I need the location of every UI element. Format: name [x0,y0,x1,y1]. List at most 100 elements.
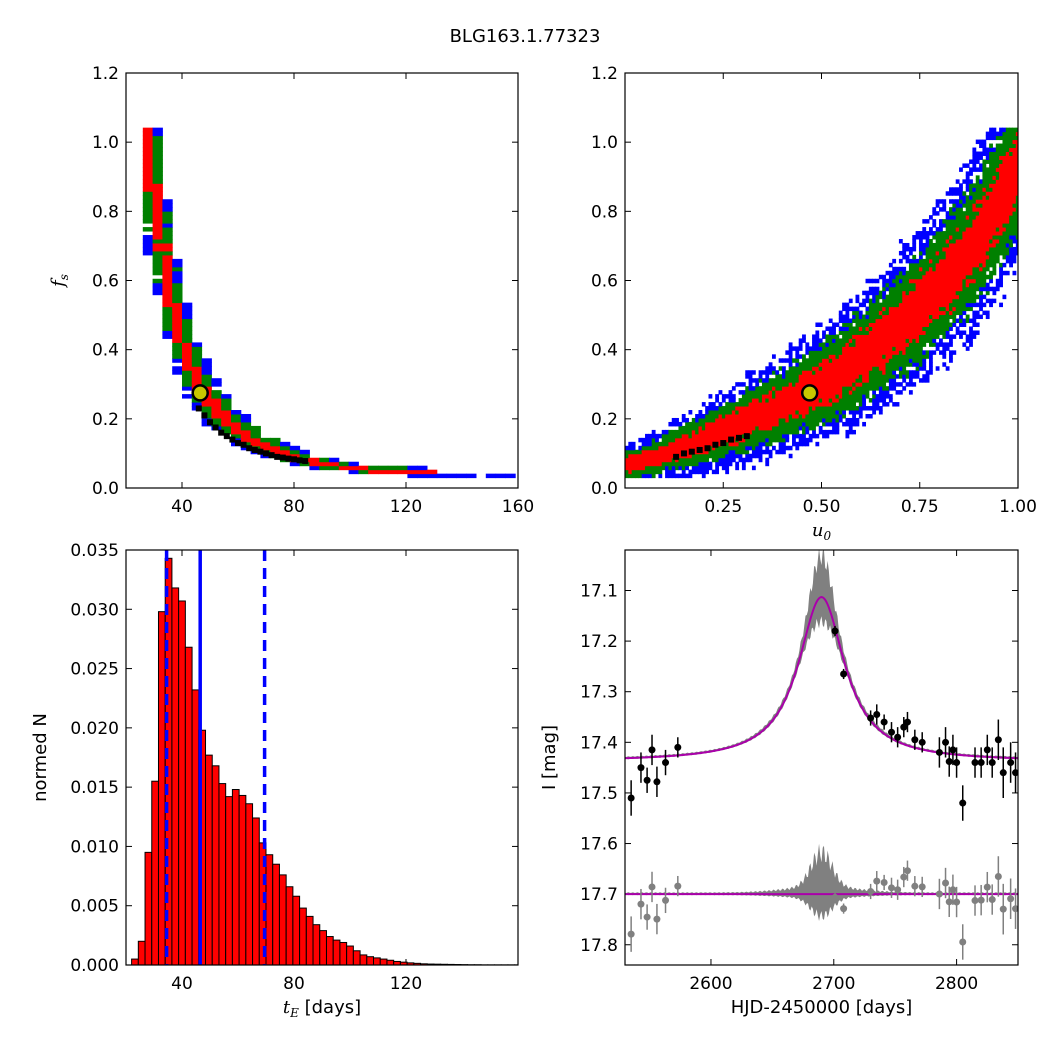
density-cell [835,334,839,338]
density-cell [866,414,870,418]
density-cell [902,303,906,307]
density-cell [906,299,910,303]
density-cell [832,354,836,358]
density-cell [912,311,916,315]
density-cell [765,378,769,382]
density-cell [902,243,906,247]
density-cell [729,398,733,402]
density-cell [892,370,896,374]
density-cell [638,458,642,462]
density-cell [1002,231,1006,235]
density-cell [805,346,809,350]
density-cell [658,454,662,458]
density-cell [665,446,669,450]
density-cell [869,307,873,311]
density-cell [1012,128,1016,132]
density-cell [812,362,816,366]
density-cell [946,247,950,251]
density-cell [929,243,933,247]
density-cell [775,390,779,394]
density-cell [456,474,466,478]
density-cell [876,382,880,386]
svg-text:HJD-2450000 [days]: HJD-2450000 [days] [731,997,913,1018]
density-cell [942,255,946,259]
density-cell [845,430,849,434]
residual-point [637,901,644,908]
data-point [653,778,660,785]
density-cell [739,382,743,386]
density-cell [892,267,896,271]
density-cell [692,422,696,426]
y-axis-label: fs [48,274,71,289]
density-cell [972,148,976,152]
density-cell [986,187,990,191]
density-cell [972,255,976,259]
y-tick-label: 1.0 [591,133,618,153]
density-cell [852,382,856,386]
residual-point [662,897,669,904]
density-cell [688,474,692,478]
density-cell [952,251,956,255]
density-cell [812,334,816,338]
density-cell [949,243,953,247]
density-cell [143,132,153,136]
density-cell [799,422,803,426]
density-cell [739,406,743,410]
density-cell [785,434,789,438]
density-cell [825,414,829,418]
density-cell [949,231,953,235]
density-cell [962,307,966,311]
density-cell [839,382,843,386]
density-cell [872,374,876,378]
density-cell [182,370,192,374]
density-cell [1002,128,1006,132]
density-cell [989,136,993,140]
density-cell [855,346,859,350]
density-cell [996,179,1000,183]
density-cell [882,338,886,342]
density-cell [862,291,866,295]
density-cell [832,422,836,426]
density-cell [759,422,763,426]
density-cell [986,287,990,291]
density-cell [678,446,682,450]
density-cell [855,390,859,394]
density-cell [775,394,779,398]
density-cell [815,442,819,446]
density-cell [972,243,976,247]
density-cell [211,394,221,398]
density-cell [956,307,960,311]
density-cell [889,283,893,287]
density-cell [785,414,789,418]
density-cell [906,275,910,279]
density-cell [812,410,816,414]
density-cell [999,191,1003,195]
density-cell [785,378,789,382]
density-cell [916,358,920,362]
density-cell [143,179,153,183]
density-cell [986,167,990,171]
density-cell [705,470,709,474]
density-cell [936,211,940,215]
density-cell [976,315,980,319]
density-cell [835,366,839,370]
density-cell [996,239,1000,243]
density-cell [886,307,890,311]
density-cell [725,466,729,470]
data-point [894,734,901,741]
density-cell [162,203,172,207]
density-cell [862,366,866,370]
hist-bar [253,818,260,965]
density-cell [202,402,212,406]
density-cell [849,386,853,390]
hist-bar [266,855,273,965]
density-cell [982,271,986,275]
density-cell [1012,231,1016,235]
density-cell [795,374,799,378]
density-cell [832,350,836,354]
density-cell [962,255,966,259]
density-cell [992,239,996,243]
density-cell [886,378,890,382]
density-cell [805,406,809,410]
data-point [1007,759,1014,766]
